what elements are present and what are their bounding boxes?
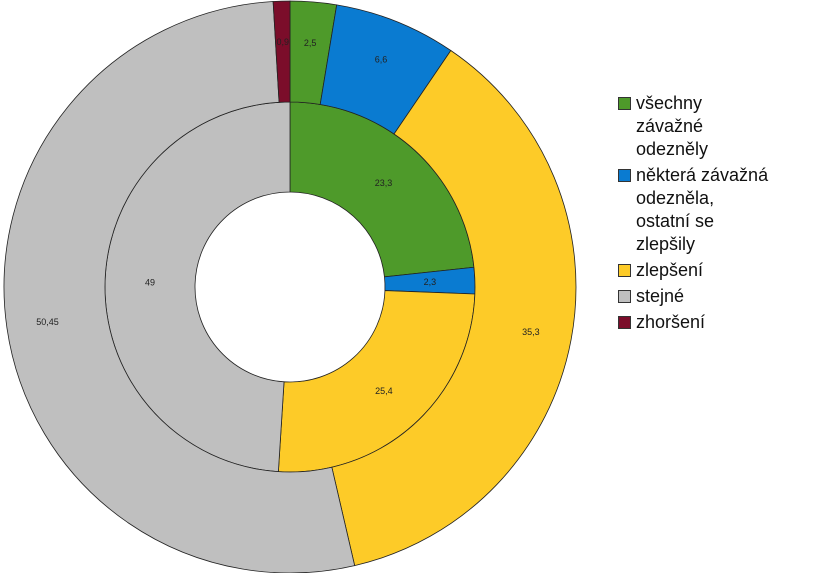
outer-ring-value-label-some-severe-subsided: 6,6 (375, 55, 388, 65)
legend-swatch (618, 169, 631, 182)
outer-ring-value-label-all-severe-subsided: 2,5 (304, 38, 317, 48)
legend-label: stejné (636, 286, 685, 306)
chart-slices (3, 0, 577, 573)
outer-ring-value-label-same: 50,45 (36, 317, 59, 327)
inner-ring-value-label-same: 49 (145, 278, 155, 288)
outer-ring-slice-worse (272, 0, 291, 103)
legend-label: zlepšení (636, 260, 704, 280)
chart-legend: všechny závažné odezněly některá závažná… (618, 92, 818, 337)
outer-ring-value-label-improvement: 35,3 (522, 327, 540, 337)
legend-label: všechny závažné odezněly (636, 93, 709, 159)
legend-item-worse: zhoršení (618, 311, 818, 334)
outer-ring-slice-improvement (331, 49, 577, 567)
legend-item-same: stejné (618, 285, 818, 308)
inner-ring-value-label-improvement: 25,4 (375, 386, 393, 396)
inner-ring-value-label-some-severe-subsided: 2,3 (424, 277, 437, 287)
outer-ring-value-label-worse: 0,9 (277, 37, 290, 47)
legend-item-some-severe-subsided: některá závažná odezněla, ostatní se zle… (618, 164, 818, 256)
legend-swatch (618, 290, 631, 303)
legend-swatch (618, 264, 631, 277)
legend-swatch (618, 97, 631, 110)
legend-label: některá závažná odezněla, ostatní se zle… (636, 165, 769, 254)
legend-item-improvement: zlepšení (618, 259, 818, 282)
chart-value-labels: 23,3 2,3 25,4 49 2,5 6,6 35,3 50,45 0,9 (36, 37, 539, 396)
legend-swatch (618, 316, 631, 329)
nested-donut-chart: 23,3 2,3 25,4 49 2,5 6,6 35,3 50,45 0,9 (3, 0, 577, 573)
inner-ring-value-label-all-severe-subsided: 23,3 (375, 178, 393, 188)
legend-item-all-severe-subsided: všechny závažné odezněly (618, 92, 818, 161)
legend-label: zhoršení (636, 312, 706, 332)
outer-ring-slice-same (3, 1, 356, 573)
